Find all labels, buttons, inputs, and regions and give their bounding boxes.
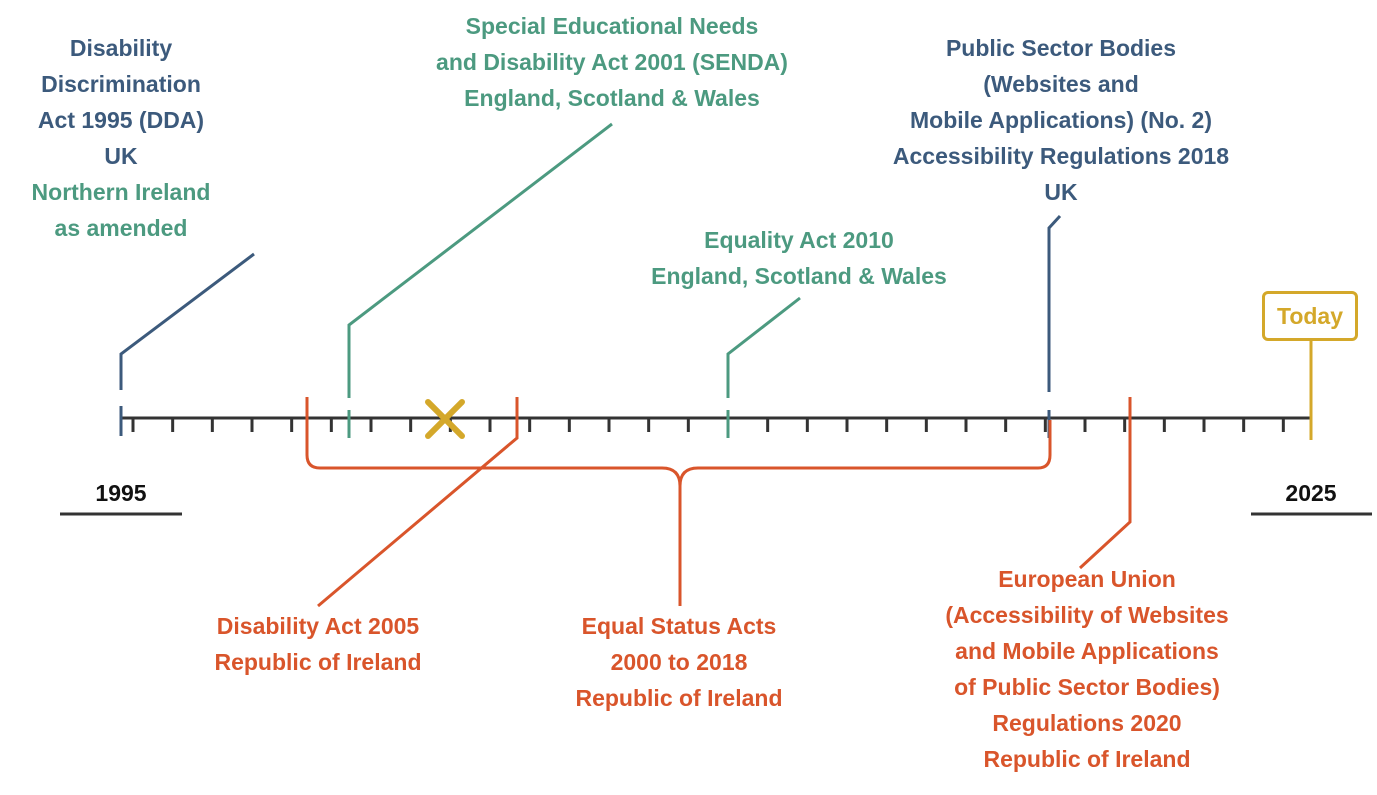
senda-label: Special Educational Needs and Disability… — [436, 8, 788, 116]
dda-label: Disability Discrimination Act 1995 (DDA)… — [32, 30, 211, 246]
disability-act-ie-leader — [317, 397, 519, 608]
start-year-label: 1995 — [95, 480, 147, 506]
psb-label: Public Sector Bodies (Websites and Mobil… — [893, 30, 1229, 210]
dda-title-line: Discrimination — [41, 71, 201, 97]
dda-leader — [119, 252, 255, 390]
disability-act-ie-label: Disability Act 2005 Republic of Ireland — [214, 608, 421, 680]
end-year-label: 2025 — [1285, 480, 1337, 506]
eu-regs-title-line: Republic of Ireland — [983, 746, 1191, 772]
psb-title-line: Accessibility Regulations 2018 — [892, 143, 1230, 169]
disability-act-ie-title-line: Republic of Ireland — [214, 649, 422, 675]
equal-status-title-line: Republic of Ireland — [575, 685, 783, 711]
dda-title-line: Act 1995 (DDA) — [37, 107, 205, 133]
equality-leader — [726, 296, 801, 398]
disability-act-ie-title-line: Disability Act 2005 — [216, 613, 420, 639]
eu-regs-title-line: of Public Sector Bodies) — [954, 674, 1220, 700]
dda-note-line: as amended — [54, 215, 188, 241]
eu-regs-title-line: (Accessibility of Websites — [945, 602, 1229, 628]
psb-title-line: Mobile Applications) (No. 2) — [910, 107, 1212, 133]
equality-title-line: England, Scotland & Wales — [651, 263, 947, 289]
equality-label: Equality Act 2010 England, Scotland & Wa… — [651, 222, 947, 294]
eu-regs-leader — [1078, 397, 1132, 570]
equality-title-line: Equality Act 2010 — [704, 227, 894, 253]
dda-title-line: Disability — [69, 35, 173, 61]
today-marker: Today — [1262, 291, 1358, 341]
psb-title-line: UK — [1044, 179, 1078, 205]
timeline-ticks — [131, 418, 1285, 432]
eu-regs-title-line: Regulations 2020 — [992, 710, 1182, 736]
cross-icon — [425, 399, 465, 439]
dda-note-line: Northern Ireland — [31, 179, 211, 205]
today-label: Today — [1276, 302, 1344, 329]
equal-status-title-line: Equal Status Acts — [581, 613, 777, 639]
equal-status-label: Equal Status Acts 2000 to 2018 Republic … — [575, 608, 782, 716]
psb-leader — [1047, 214, 1062, 392]
senda-title-line: England, Scotland & Wales — [464, 85, 760, 111]
eu-regs-title-line: and Mobile Applications — [955, 638, 1219, 664]
eu-regs-label: European Union (Accessibility of Website… — [945, 561, 1228, 777]
equal-status-bracket — [305, 420, 1052, 487]
senda-title-line: and Disability Act 2001 (SENDA) — [436, 49, 788, 75]
senda-leader — [347, 122, 613, 398]
dda-title-line: UK — [104, 143, 138, 169]
psb-title-line: Public Sector Bodies — [945, 35, 1177, 61]
psb-title-line: (Websites and — [983, 71, 1139, 97]
equal-status-title-line: 2000 to 2018 — [610, 649, 748, 675]
eu-regs-title-line: European Union — [998, 566, 1176, 592]
senda-title-line: Special Educational Needs — [465, 13, 759, 39]
